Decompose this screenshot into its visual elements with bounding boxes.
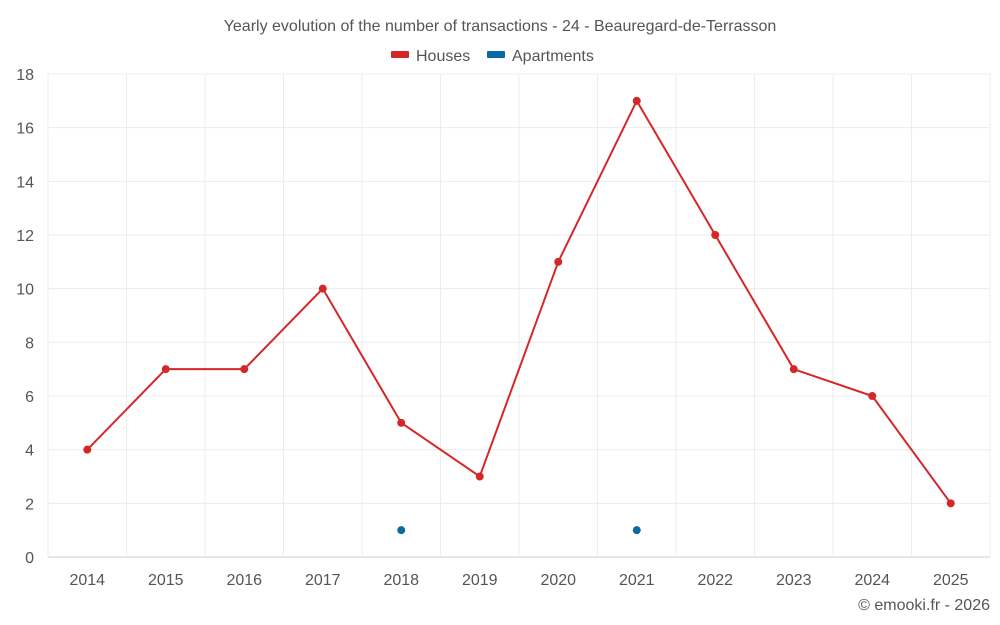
x-tick-label: 2016	[226, 572, 262, 589]
data-point-houses[interactable]	[711, 231, 720, 239]
data-point-houses[interactable]	[240, 365, 249, 374]
x-tick-label: 2018	[383, 572, 419, 589]
y-axis-ticks: 0 2 4 6 8 10 12 14 16 18	[16, 67, 34, 567]
data-point-houses[interactable]	[161, 365, 170, 374]
x-tick-label: 2023	[776, 572, 812, 589]
legend-label-apartments[interactable]: Apartments	[512, 48, 594, 65]
data-point-houses[interactable]	[83, 445, 92, 454]
data-point-houses[interactable]	[554, 257, 563, 266]
y-tick-label: 6	[25, 389, 34, 406]
data-point-houses[interactable]	[789, 365, 798, 374]
y-tick-label: 2	[25, 496, 34, 513]
chart-title: Yearly evolution of the number of transa…	[224, 18, 777, 35]
x-tick-label: 2014	[69, 572, 105, 589]
series-line-houses	[86, 98, 952, 504]
y-tick-label: 18	[16, 67, 34, 84]
data-point-apartments[interactable]	[397, 526, 406, 535]
y-tick-label: 4	[25, 443, 34, 460]
legend-label-houses[interactable]: Houses	[416, 48, 470, 65]
legend-swatch-apartments	[487, 51, 505, 58]
data-point-houses[interactable]	[318, 284, 327, 293]
y-tick-label: 10	[16, 282, 34, 299]
y-tick-label: 8	[25, 335, 34, 352]
x-tick-label: 2021	[619, 572, 655, 589]
data-point-apartments[interactable]	[632, 526, 641, 535]
series	[83, 96, 955, 535]
data-point-houses[interactable]	[632, 96, 641, 105]
grid	[47, 73, 991, 558]
x-tick-label: 2015	[148, 572, 184, 589]
x-axis-ticks: 2014 2015 2016 2017 2018 2019 2020 2021 2022 2023…	[69, 572, 968, 589]
legend: Houses Apartments	[391, 48, 594, 65]
y-tick-label: 0	[25, 550, 34, 567]
data-point-houses[interactable]	[946, 499, 955, 508]
x-tick-label: 2022	[697, 572, 733, 589]
y-tick-label: 14	[16, 174, 34, 191]
data-point-houses[interactable]	[397, 418, 406, 427]
legend-swatch-houses	[391, 51, 409, 58]
x-tick-label: 2017	[305, 572, 341, 589]
x-tick-label: 2019	[462, 572, 498, 589]
y-tick-label: 16	[16, 121, 34, 138]
credit-text: © emooki.fr - 2026	[858, 597, 990, 614]
x-tick-label: 2024	[854, 572, 890, 589]
data-point-houses[interactable]	[868, 392, 877, 400]
x-tick-label: 2020	[540, 572, 576, 589]
data-point-houses[interactable]	[475, 472, 484, 481]
y-tick-label: 12	[16, 228, 34, 245]
x-tick-label: 2025	[933, 572, 969, 589]
